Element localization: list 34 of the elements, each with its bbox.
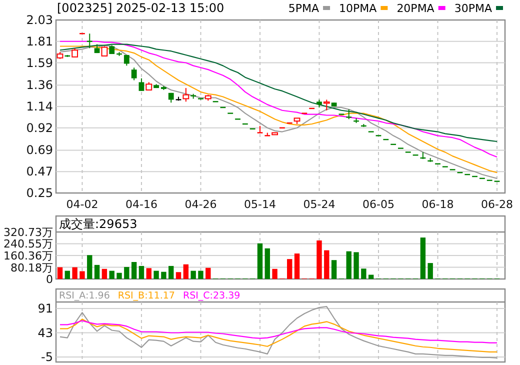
xtick: 04-02 bbox=[66, 198, 98, 211]
ytick: -5 bbox=[41, 350, 53, 364]
ytick: 0.25 bbox=[26, 186, 53, 200]
ytick: 1.36 bbox=[26, 78, 53, 92]
ytick: 91 bbox=[38, 302, 53, 316]
ytick: 160.36万 bbox=[4, 250, 53, 262]
ytick: 0.47 bbox=[26, 164, 53, 179]
xtick: 04-26 bbox=[184, 198, 217, 211]
xtick: 06-05 bbox=[362, 198, 394, 211]
xtick: 05-14 bbox=[244, 198, 276, 211]
legend: 10PMA bbox=[339, 2, 377, 15]
ytick: 43 bbox=[38, 326, 53, 340]
title: 成交量:29653 bbox=[59, 217, 138, 231]
ytick: 2.03 bbox=[26, 13, 53, 27]
ytick: 1.81 bbox=[26, 34, 53, 48]
legend: 5PMA bbox=[288, 2, 320, 15]
legend: 30PMA bbox=[454, 2, 492, 15]
xtick: 06-28 bbox=[481, 198, 513, 211]
ytick: 1.14 bbox=[26, 100, 53, 114]
xtick: 04-16 bbox=[126, 198, 158, 211]
ytick: 0.92 bbox=[26, 120, 53, 135]
legend: RSI_B:11.17 bbox=[118, 290, 175, 302]
ytick: 80.18万 bbox=[10, 261, 53, 274]
ytick: 0 bbox=[46, 273, 53, 286]
ytick: 320.73万 bbox=[4, 226, 53, 239]
ytick: 1.59 bbox=[26, 56, 53, 70]
legend: RSI_C:23.39 bbox=[182, 290, 240, 302]
xtick: 06-18 bbox=[422, 198, 454, 211]
legend: 20PMA bbox=[396, 2, 434, 15]
xtick: 05-24 bbox=[303, 198, 336, 211]
ytick: 240.55万 bbox=[4, 238, 53, 251]
legend: RSI_A:1.96 bbox=[59, 290, 110, 302]
title: [002325] 2025-02-13 15:00 bbox=[57, 1, 224, 15]
ytick: 0.69 bbox=[26, 143, 53, 158]
